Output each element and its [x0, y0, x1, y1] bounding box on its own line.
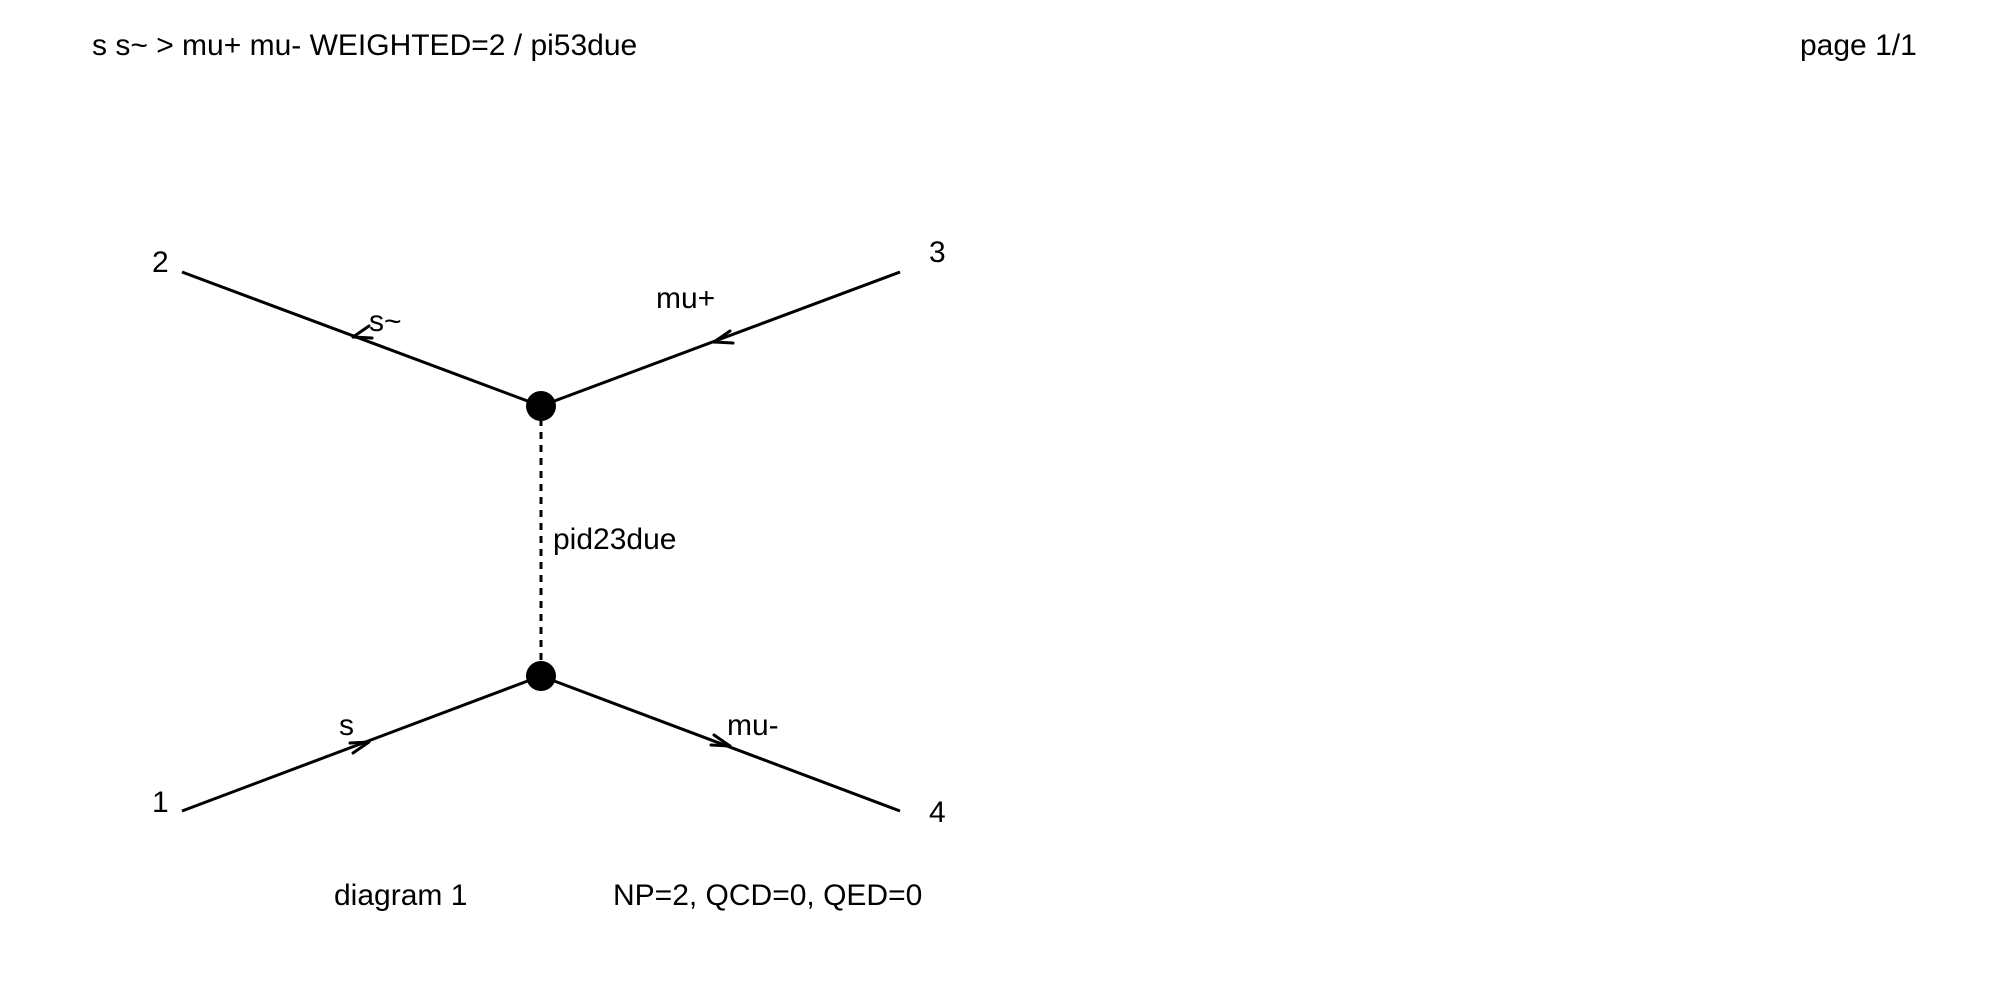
diagram-caption: diagram 1 [334, 879, 467, 912]
leg-label-4: 4 [929, 796, 946, 829]
coupling-orders: NP=2, QCD=0, QED=0 [613, 879, 922, 912]
leg-label-1: 1 [152, 786, 169, 819]
vertex-bottom [526, 661, 556, 691]
process-title: s s~ > mu+ mu- WEIGHTED=2 / pi53due [92, 29, 638, 62]
arrow-mu-minus [709, 733, 732, 748]
arrow-s-quark [348, 740, 371, 755]
vertex-top [526, 391, 556, 421]
propagator-label: pid23due [553, 523, 676, 556]
particle-label-mu-minus: mu- [727, 709, 779, 742]
arrow-mu-plus [712, 329, 735, 345]
line-s-antiquark [181, 270, 542, 408]
leg-label-3: 3 [929, 236, 946, 269]
arrow-s-antiquark [351, 324, 374, 340]
page-number: page 1/1 [1800, 29, 1917, 62]
leg-label-2: 2 [152, 246, 169, 279]
particle-label-mu-plus: mu+ [656, 282, 715, 315]
particle-label-s-bar: s~ [369, 305, 402, 338]
line-mu-minus [540, 674, 901, 813]
particle-label-s: s [339, 709, 354, 742]
page-header: s s~ > mu+ mu- WEIGHTED=2 / pi53due page… [0, 0, 2010, 90]
